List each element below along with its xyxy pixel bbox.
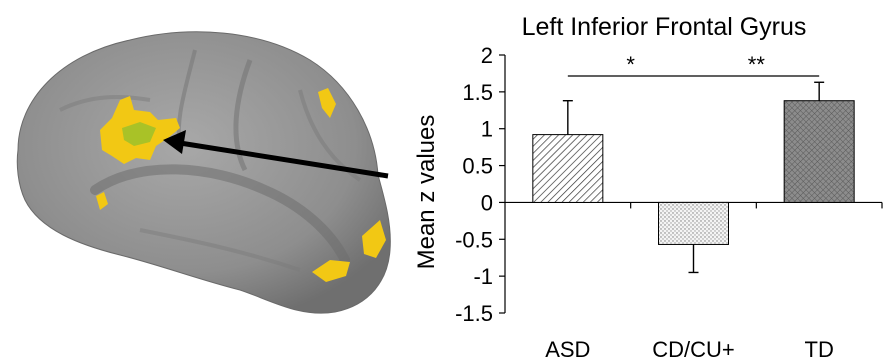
y-tick-label: 1.5 xyxy=(462,80,493,105)
chart-title: Left Inferior Frontal Gyrus xyxy=(522,13,807,41)
y-tick-label: 1 xyxy=(481,117,493,142)
x-tick-label: TD xyxy=(805,337,834,362)
activation-blob-temporal xyxy=(312,260,350,282)
bar-chart: Left Inferior Frontal Gyrus Mean z value… xyxy=(413,13,883,362)
pointer-arrow-line xyxy=(179,140,389,179)
y-tick-label: -1 xyxy=(473,264,493,289)
brain-sulcus xyxy=(298,89,362,182)
brain-sulcus xyxy=(233,59,253,172)
brain-sulcus xyxy=(139,228,301,272)
bar-td xyxy=(783,100,855,203)
y-tick-label: 2 xyxy=(481,43,493,68)
x-tick-label: CD/CU+ xyxy=(652,337,735,362)
significance-markers: * ** xyxy=(567,52,820,77)
x-tick-label: ASD xyxy=(545,337,590,362)
significance-label: * xyxy=(626,52,635,77)
y-tick-label: 0.5 xyxy=(462,154,493,179)
activation-blob-small xyxy=(96,192,108,210)
y-tick-label: -1.5 xyxy=(455,301,493,326)
y-tick-label: -0.5 xyxy=(455,227,493,252)
activation-blob-temporal xyxy=(362,220,386,258)
y-axis: 2 1.5 1 0.5 0 -0.5 -1 -1.5 xyxy=(455,43,506,326)
y-axis-label: Mean z values xyxy=(413,115,440,270)
brain-sulcus xyxy=(90,164,350,265)
y-tick-label: 0 xyxy=(481,190,493,215)
bar-cd-cu- xyxy=(658,201,729,245)
bar-asd xyxy=(532,134,604,203)
bars xyxy=(532,81,855,274)
significance-label: ** xyxy=(748,52,766,77)
brain-illustration xyxy=(16,31,391,314)
pointer-arrow-head xyxy=(163,130,186,154)
activation-blob-small xyxy=(318,88,336,118)
brain-sulcus xyxy=(59,95,151,112)
activation-blob-core xyxy=(122,122,156,146)
